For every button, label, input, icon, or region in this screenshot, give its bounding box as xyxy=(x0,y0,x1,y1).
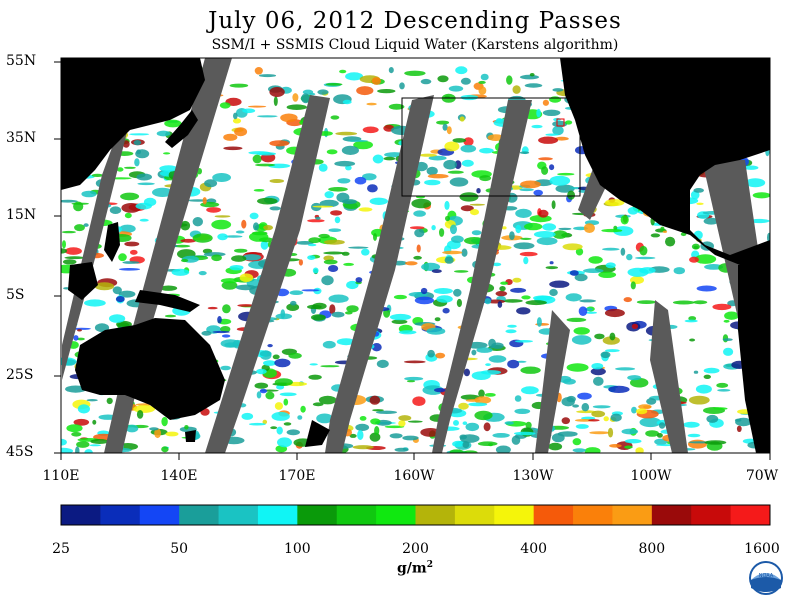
swath-gap xyxy=(325,95,434,453)
colorbar-tick-label: 200 xyxy=(402,541,429,557)
new-zealand-landmass xyxy=(305,420,330,447)
colorbar-swatch xyxy=(651,505,692,525)
land-masses xyxy=(61,58,770,453)
longitude-label: 110E xyxy=(42,468,80,484)
colorbar-swatch xyxy=(218,505,259,525)
colorbar-swatch xyxy=(573,505,613,525)
longitude-label: 70W xyxy=(745,468,779,484)
noaa-logo: NOAA xyxy=(736,558,796,598)
colorbar-units: g/m2 xyxy=(360,560,470,577)
map-frame xyxy=(60,57,771,454)
longitude-label: 160W xyxy=(393,468,435,484)
colorbar-swatch xyxy=(691,505,732,525)
colorbar-swatch xyxy=(533,505,574,525)
swath-gap xyxy=(62,120,130,380)
longitude-label: 170E xyxy=(278,468,316,484)
latitude-label: 35N xyxy=(6,130,37,146)
latitude-label: 55N xyxy=(6,53,37,69)
colorbar-swatch xyxy=(494,505,535,525)
colorbar-tick-label: 50 xyxy=(170,541,189,557)
colorbar-tick-label: 800 xyxy=(638,541,666,557)
north-america-landmass xyxy=(560,58,770,270)
map-subtitle: SSM/I + SSMIS Cloud Liquid Water (Karste… xyxy=(211,37,619,53)
units-exponent: 2 xyxy=(426,560,433,570)
south-america-landmass xyxy=(738,262,770,453)
colorbar-swatch xyxy=(454,505,495,525)
colorbar-swatch xyxy=(257,505,298,525)
noaa-emblem-icon: NOAA xyxy=(749,561,783,595)
longitude-ticks xyxy=(60,453,771,460)
swath-gap xyxy=(432,100,532,453)
asia-landmass xyxy=(61,58,205,190)
tasmania-landmass xyxy=(185,430,196,442)
new-guinea-landmass xyxy=(135,290,200,312)
australia-landmass xyxy=(75,318,225,420)
swath-gap xyxy=(650,300,688,453)
latitude-ticks xyxy=(54,61,61,454)
borneo-landmass xyxy=(68,262,98,300)
map-title: July 06, 2012 Descending Passes xyxy=(208,8,622,34)
colorbar-swatch xyxy=(297,505,338,525)
colorbar-frame xyxy=(60,504,771,526)
colorbar-tick-label: 100 xyxy=(283,541,311,557)
longitude-label: 140E xyxy=(160,468,198,484)
colorbar xyxy=(60,504,771,526)
region-box xyxy=(401,97,581,197)
colorbar-swatch xyxy=(336,505,377,525)
units-text: g/m xyxy=(397,560,427,577)
colorbar-swatch xyxy=(100,505,141,525)
latitude-label: 25S xyxy=(6,367,34,383)
colorbar-swatch xyxy=(139,505,180,525)
colorbar-tick-label: 1600 xyxy=(744,541,780,557)
colorbar-swatch xyxy=(179,505,220,525)
japan-landmass xyxy=(165,110,198,148)
location-marker xyxy=(556,118,565,127)
swath-gap xyxy=(205,95,330,453)
colorbar-tick-label: 400 xyxy=(520,541,548,557)
colorbar-swatch xyxy=(415,505,456,525)
colorbar-tick-label: 25 xyxy=(52,541,70,557)
latitude-label: 45S xyxy=(6,444,34,460)
philippines-landmass xyxy=(104,222,120,262)
longitude-label: 100W xyxy=(630,468,672,484)
longitude-label: 130W xyxy=(512,468,554,484)
svg-text:NOAA: NOAA xyxy=(759,573,774,579)
colorbar-swatch xyxy=(730,505,771,525)
swath-gap xyxy=(535,310,570,453)
colorbar-swatch xyxy=(612,505,653,525)
colorbar-swatch xyxy=(61,505,101,525)
latitude-label: 5S xyxy=(6,287,25,303)
colorbar-swatch xyxy=(376,505,416,525)
latitude-label: 15N xyxy=(6,207,37,223)
